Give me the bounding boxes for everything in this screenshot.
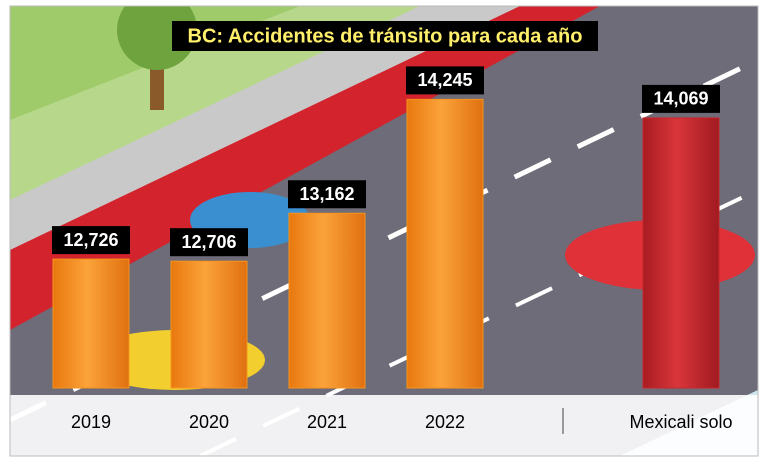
x-tick-label: 2020 (189, 412, 229, 432)
value-label: 14,245 (417, 70, 472, 90)
value-label-box (406, 66, 484, 95)
x-tick-label: 2022 (425, 412, 465, 432)
value-label-box (642, 84, 720, 113)
bar (170, 260, 248, 389)
x-tick-label: 2021 (307, 412, 347, 432)
bar (52, 258, 130, 389)
value-label-box (52, 226, 130, 255)
frame (9, 5, 759, 457)
value-label: 14,069 (653, 89, 708, 109)
bar (288, 212, 366, 389)
x-tick-label: 2019 (71, 412, 111, 432)
bar (642, 117, 720, 389)
x-tick-label: Mexicali solo (629, 412, 732, 432)
value-label: 12,706 (181, 232, 236, 252)
value-label: 13,162 (299, 184, 354, 204)
chart-title: BC: Accidentes de tránsito para cada año (188, 25, 583, 47)
value-label: 12,726 (63, 230, 118, 250)
value-label-box (288, 180, 366, 209)
title-box (172, 21, 598, 51)
bar (406, 98, 484, 389)
value-label-box (170, 228, 248, 257)
